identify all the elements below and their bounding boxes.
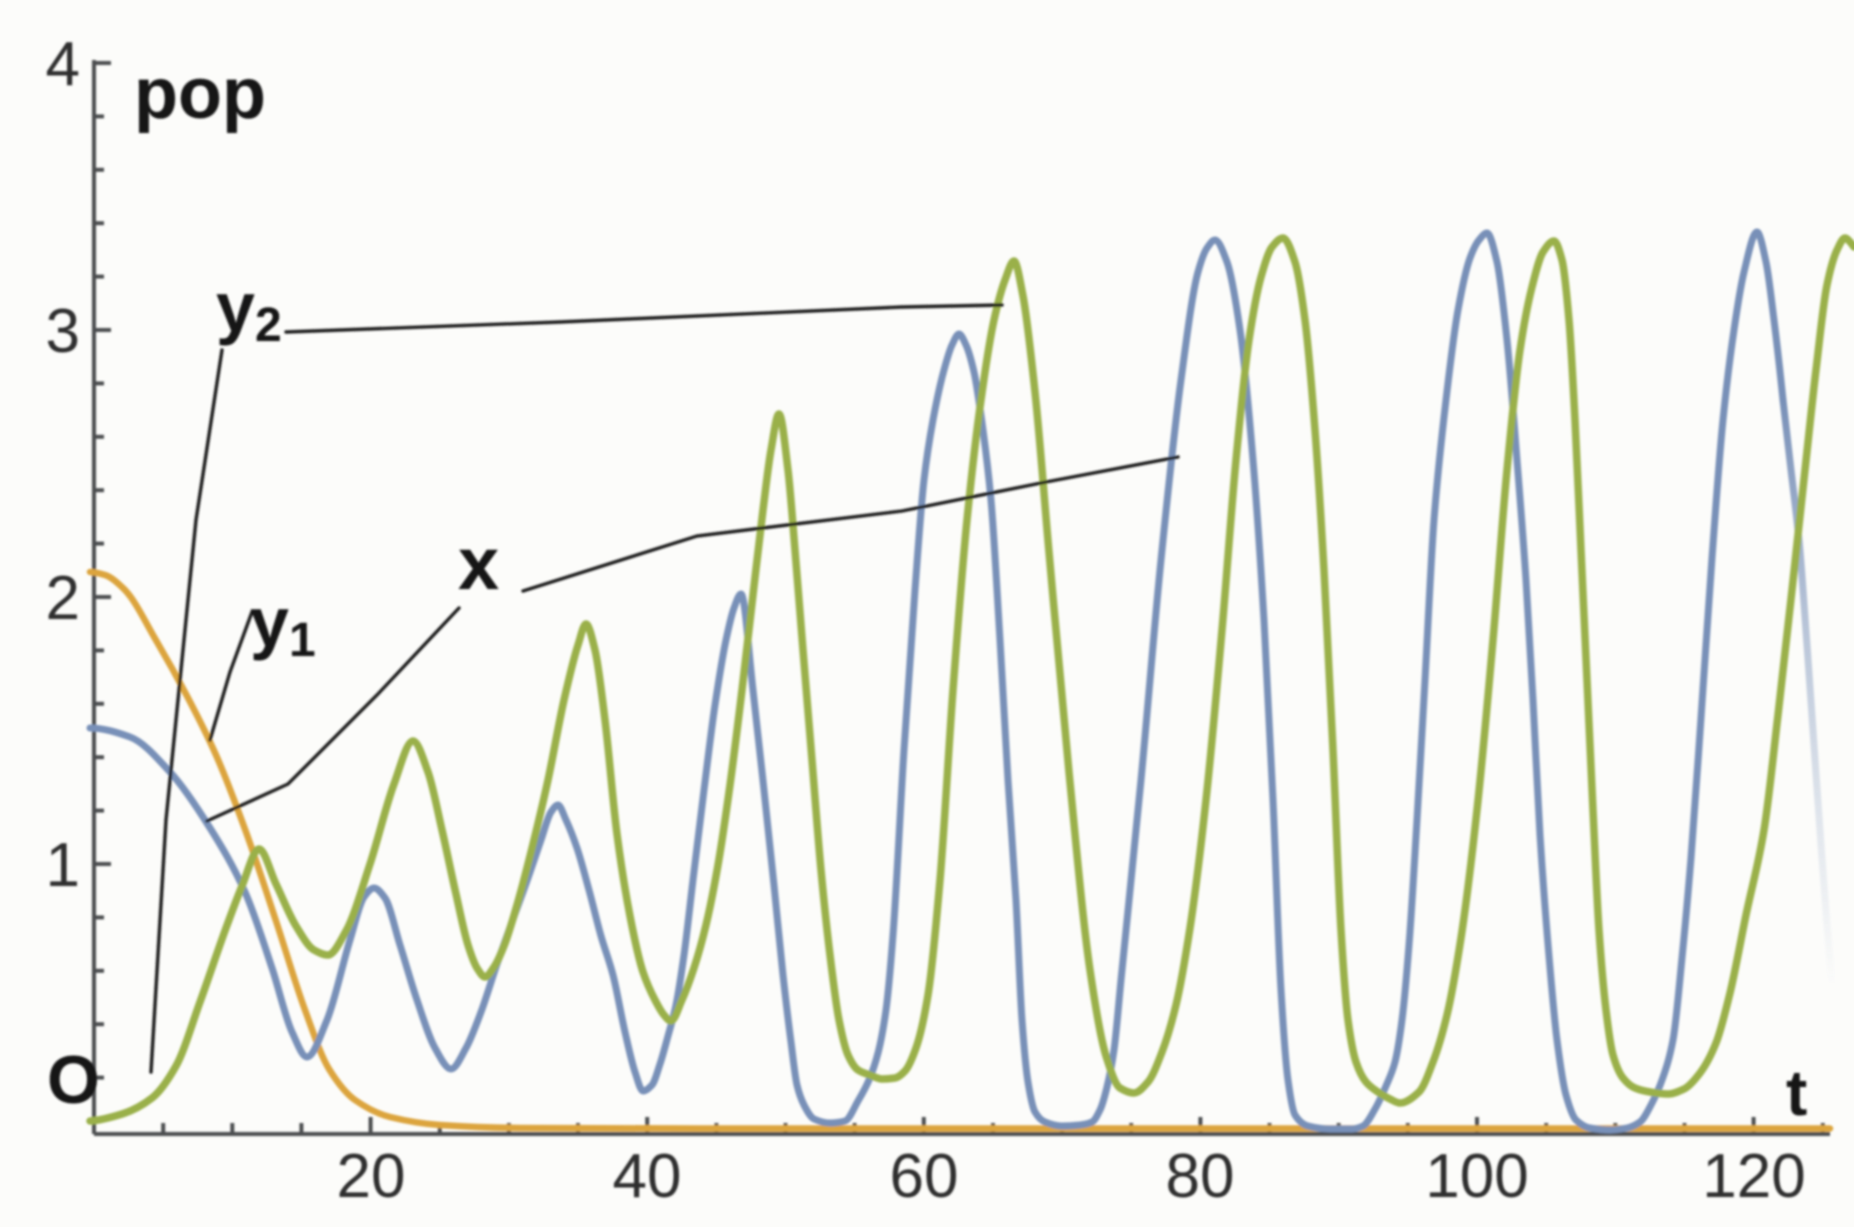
svg-text:4: 4	[46, 30, 80, 99]
svg-text:100: 100	[1425, 1142, 1528, 1211]
svg-text:120: 120	[1702, 1142, 1805, 1211]
svg-text:x: x	[458, 522, 499, 605]
svg-text:20: 20	[337, 1142, 406, 1211]
svg-text:60: 60	[890, 1142, 959, 1211]
svg-text:80: 80	[1166, 1142, 1235, 1211]
svg-text:O: O	[47, 1042, 100, 1118]
svg-text:pop: pop	[134, 54, 266, 134]
svg-text:3: 3	[46, 297, 80, 366]
svg-text:40: 40	[613, 1142, 682, 1211]
svg-text:1: 1	[46, 831, 80, 900]
svg-text:2: 2	[46, 564, 80, 633]
svg-text:t: t	[1786, 1057, 1807, 1129]
